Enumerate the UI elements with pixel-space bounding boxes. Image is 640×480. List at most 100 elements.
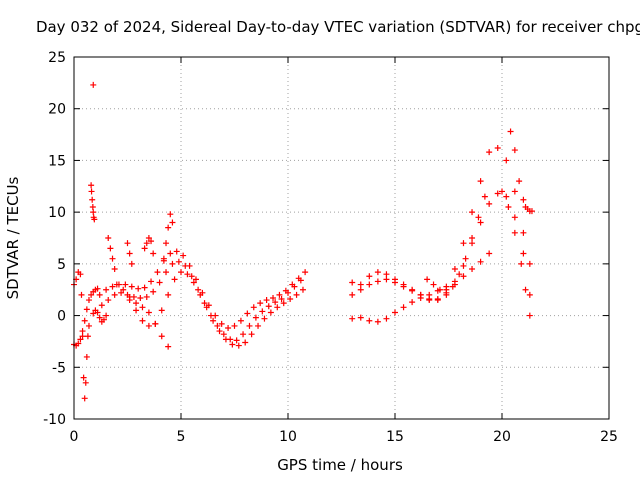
data-point [80, 374, 87, 381]
data-point [188, 273, 195, 280]
data-point [302, 269, 309, 276]
axis-ticks: 0 5 10 15 20 25 -10 -5 0 5 10 15 20 25 [43, 50, 618, 445]
data-point [96, 314, 103, 321]
data-point [526, 312, 533, 319]
data-point [135, 285, 142, 292]
data-point [520, 196, 527, 203]
data-point [85, 297, 92, 304]
data-point [82, 379, 89, 386]
data-point [434, 296, 441, 303]
data-point [486, 200, 493, 207]
y-tick-label: -10 [43, 412, 66, 428]
series-arc-e [90, 307, 110, 325]
data-point [203, 304, 210, 311]
data-point [233, 337, 240, 344]
data-point [270, 294, 277, 301]
data-point [494, 190, 501, 197]
data-point [214, 322, 221, 329]
data-point [158, 333, 165, 340]
data-point [141, 245, 148, 252]
data-point [218, 320, 225, 327]
data-point [255, 322, 262, 329]
data-point [137, 294, 144, 301]
data-point [392, 279, 398, 286]
y-axis-label: SDTVAR / TECUs [4, 176, 22, 299]
data-point [287, 296, 294, 303]
data-point [505, 203, 512, 210]
data-point [145, 309, 152, 316]
data-point [171, 276, 178, 283]
data-point [248, 331, 255, 338]
data-point [182, 262, 189, 269]
x-tick-label: 20 [493, 429, 511, 445]
data-point [145, 322, 152, 329]
data-point [285, 289, 291, 296]
data-point [98, 302, 105, 309]
data-point [111, 291, 118, 298]
data-point [90, 209, 97, 216]
y-tick-label: 0 [57, 309, 66, 325]
data-point [126, 250, 133, 257]
data-point [250, 304, 257, 311]
data-point [349, 291, 356, 298]
data-point [192, 276, 199, 283]
data-point [173, 248, 180, 255]
data-point [242, 339, 249, 346]
data-point [518, 260, 525, 267]
data-point [409, 299, 416, 306]
data-point [469, 209, 476, 216]
data-point [105, 235, 112, 241]
data-point [469, 235, 476, 241]
data-point [79, 333, 86, 340]
data-point [299, 286, 306, 293]
series-arc-b [98, 258, 304, 344]
x-tick-label: 0 [70, 429, 79, 445]
data-point [494, 145, 501, 152]
data-point [436, 286, 443, 293]
data-point [462, 255, 469, 262]
data-point [231, 322, 238, 329]
data-point [349, 279, 356, 286]
data-point [83, 353, 90, 360]
data-point [263, 297, 270, 304]
data-point [486, 149, 493, 156]
data-point [374, 278, 381, 285]
data-point [77, 336, 84, 343]
data-point [257, 300, 264, 307]
data-point [477, 178, 484, 185]
data-point [237, 317, 244, 324]
data-point [400, 283, 407, 290]
data-point [366, 281, 373, 288]
series-outlier [90, 81, 97, 88]
data-point [156, 279, 163, 286]
data-point [443, 289, 450, 296]
data-point [165, 291, 172, 298]
data-point [449, 283, 456, 290]
data-point [81, 317, 88, 324]
data-point [278, 296, 285, 303]
data-point [252, 314, 259, 321]
data-point [526, 260, 533, 267]
data-point [503, 193, 510, 200]
data-point [229, 341, 236, 348]
data-point [128, 283, 135, 290]
data-point [169, 219, 176, 226]
data-point [374, 318, 381, 325]
data-point [451, 278, 458, 285]
data-point [469, 266, 476, 273]
data-point [349, 315, 356, 322]
data-point [511, 188, 518, 195]
data-point [522, 286, 529, 293]
data-point [357, 286, 364, 293]
data-point [84, 333, 91, 340]
data-point [85, 322, 92, 329]
data-point [90, 310, 97, 317]
data-point [167, 211, 174, 218]
data-point [143, 240, 150, 247]
data-point [417, 294, 424, 301]
data-point [160, 255, 167, 262]
data-point [154, 269, 161, 276]
data-point [291, 283, 298, 290]
series-arc-c [113, 269, 306, 349]
